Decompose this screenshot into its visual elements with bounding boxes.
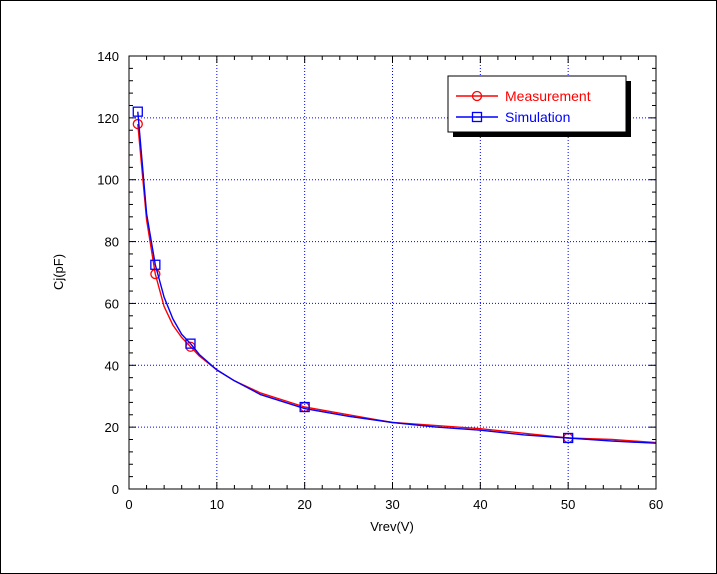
legend: Measurement Simulation (447, 75, 631, 137)
legend-marker-measurement (471, 90, 483, 102)
legend-label-measurement: Measurement (505, 88, 591, 104)
y-tick-label: 40 (105, 358, 119, 373)
y-axis-title: Cj(pF) (51, 254, 66, 290)
data-point-simulation (150, 259, 161, 270)
series-layer (132, 106, 657, 444)
x-tick-label: 50 (561, 497, 575, 512)
x-tick-label: 60 (649, 497, 663, 512)
y-tick-label: 140 (97, 49, 119, 64)
legend-box (447, 75, 627, 133)
x-tick-label: 30 (385, 497, 399, 512)
y-tick-label: 80 (105, 235, 119, 250)
ticks (128, 55, 657, 490)
y-tick-label: 20 (105, 420, 119, 435)
data-point-simulation (132, 106, 143, 117)
data-point-simulation (299, 401, 310, 413)
x-tick-label: 40 (473, 497, 487, 512)
series-line-measurement (137, 123, 657, 444)
legend-marker-simulation (471, 111, 483, 123)
data-point-simulation (185, 338, 196, 349)
x-tick-label: 10 (210, 497, 224, 512)
y-tick-label: 60 (105, 296, 119, 311)
y-tick-label: 100 (97, 173, 119, 188)
legend-label-simulation: Simulation (505, 109, 570, 125)
grid-lines (129, 56, 656, 489)
x-tick-label: 0 (125, 497, 132, 512)
x-tick-label: 20 (297, 497, 311, 512)
series-line-simulation (137, 111, 657, 444)
y-tick-label: 0 (112, 482, 119, 497)
series-simulation (132, 106, 657, 444)
tick-labels: 0 10 20 30 40 50 60 0 20 40 60 80 100 120 140 (97, 49, 663, 512)
data-point-simulation (563, 432, 574, 444)
y-tick-label: 120 (97, 111, 119, 126)
series-measurement (132, 118, 657, 444)
x-axis-title: Vrev(V) (370, 519, 414, 534)
legend-items: Measurement Simulation (456, 88, 591, 125)
